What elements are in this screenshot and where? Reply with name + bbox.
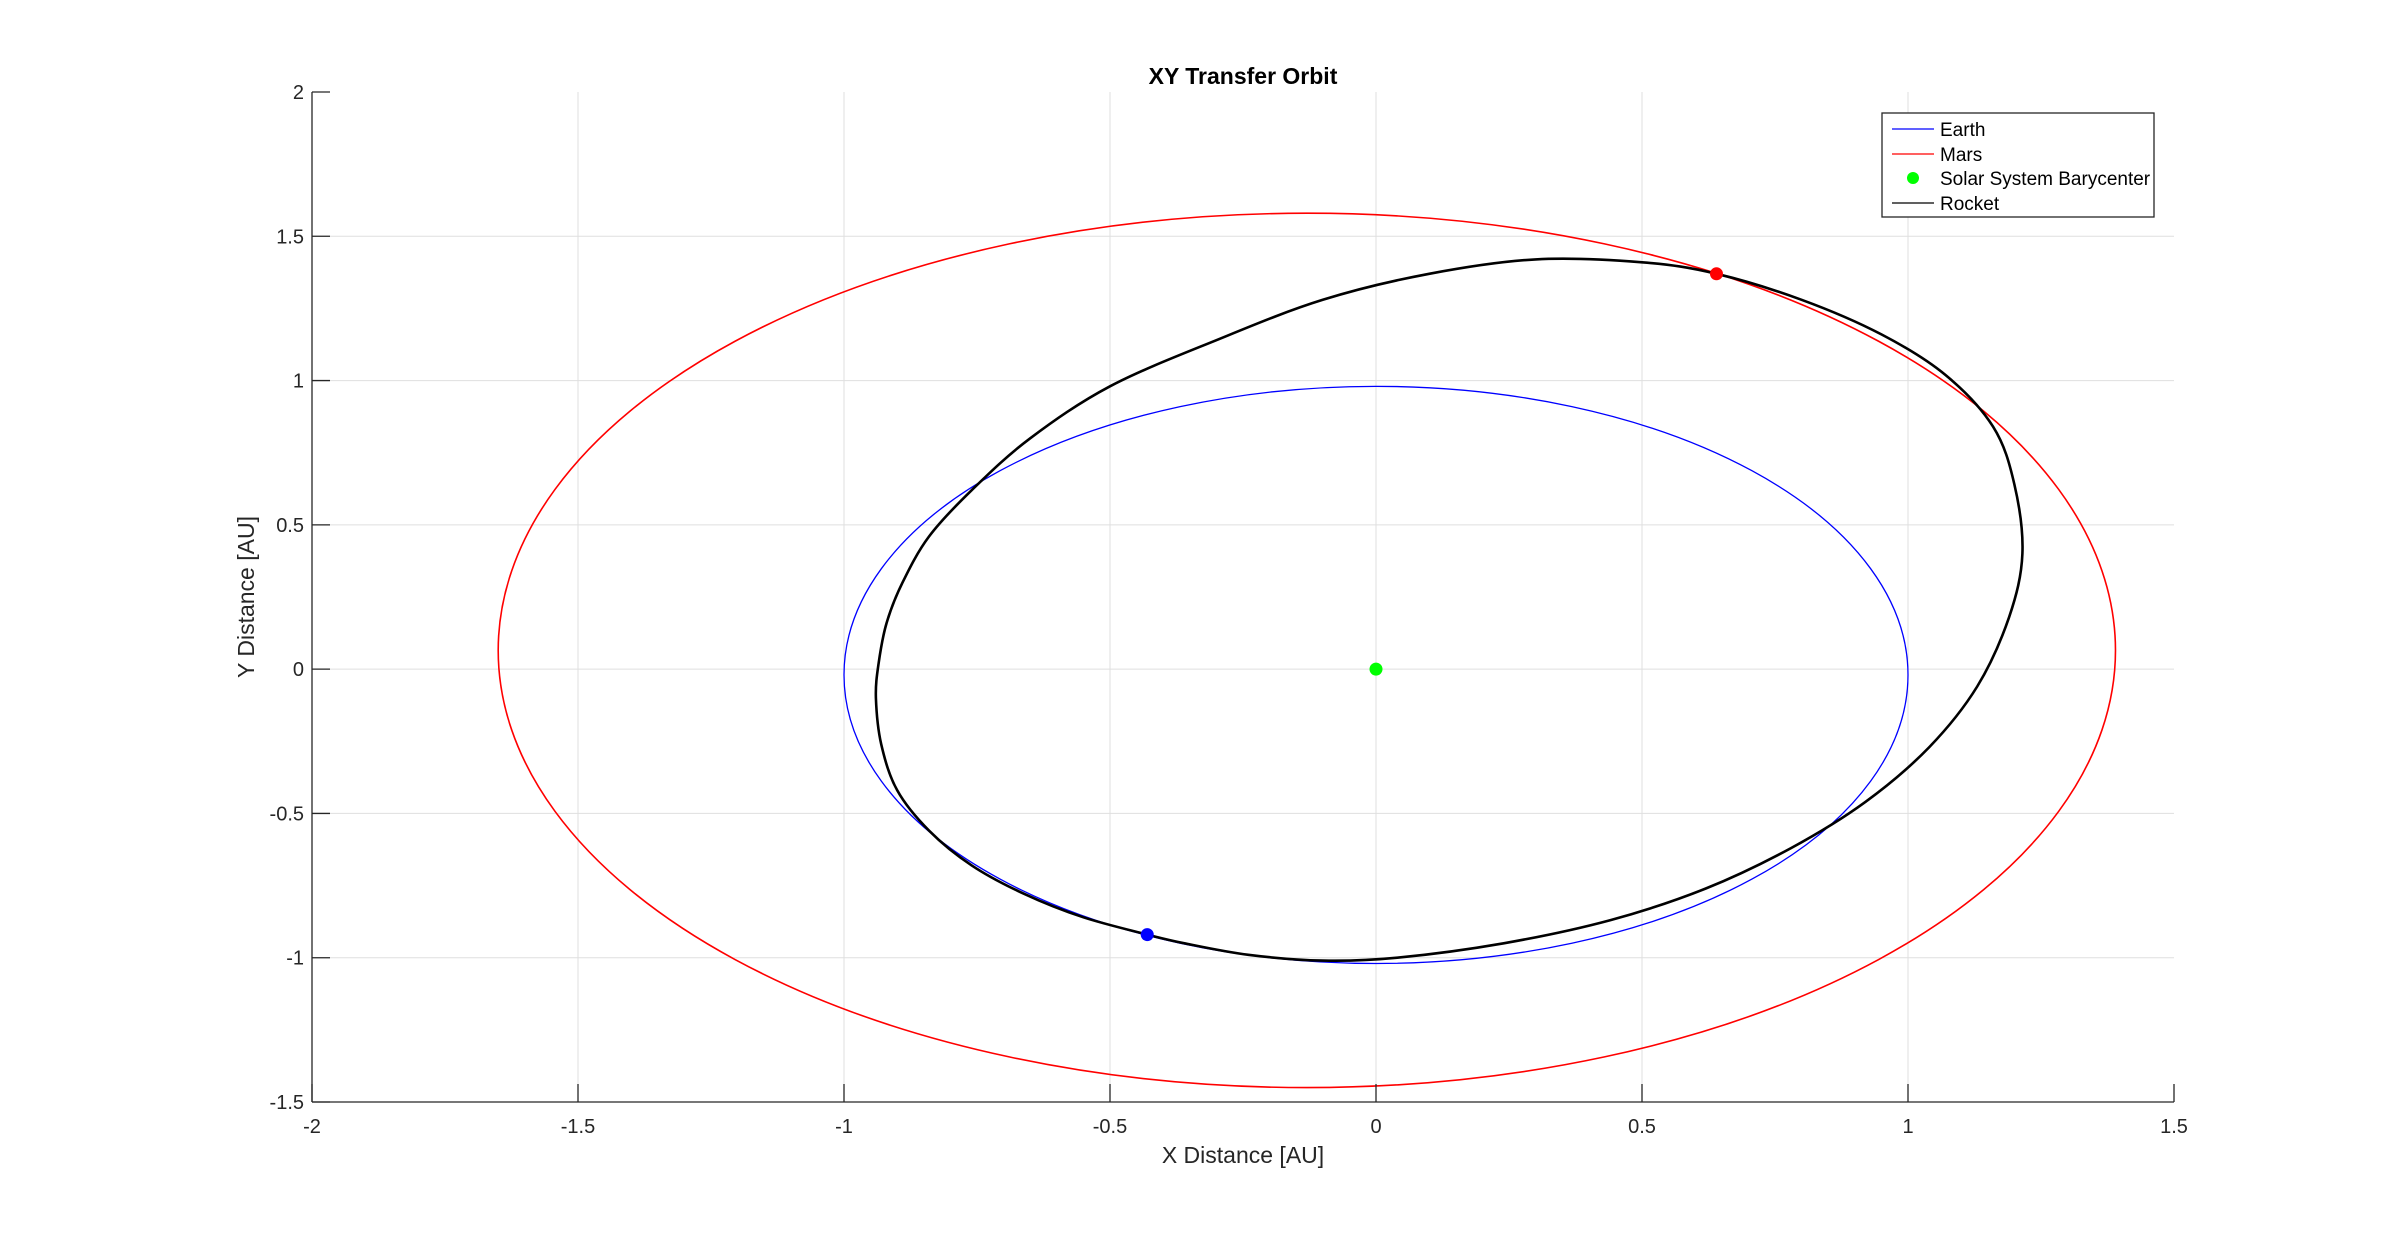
chart-title: XY Transfer Orbit <box>1149 63 1338 89</box>
mars-position-marker <box>1709 267 1723 281</box>
y-tick-label: 2 <box>293 82 304 104</box>
legend-rocket-label: Rocket <box>1940 194 2000 215</box>
mars-orbit <box>497 212 2117 1089</box>
legend-mars-label: Mars <box>1940 145 1982 166</box>
x-tick-label: 0 <box>1370 1116 1381 1138</box>
x-tick-label: 1 <box>1902 1116 1913 1138</box>
legend-barycenter-label: Solar System Barycenter <box>1940 169 2151 190</box>
x-tick-label: 1.5 <box>2160 1116 2188 1138</box>
x-tick-label: 0.5 <box>1628 1116 1656 1138</box>
series-layer <box>497 212 2117 1089</box>
x-tick-label: -1.5 <box>561 1116 595 1138</box>
plot-area <box>312 92 2174 1102</box>
y-axis-label: Y Distance [AU] <box>233 516 259 678</box>
legend-box <box>1881 112 2155 218</box>
x-tick-label: -1 <box>835 1116 853 1138</box>
legend-earth-label: Earth <box>1940 120 1985 141</box>
axes <box>311 91 2175 1103</box>
x-tick-label: -0.5 <box>1093 1116 1127 1138</box>
y-tick-label: 0 <box>293 659 304 681</box>
grid <box>312 92 2174 1102</box>
y-tick-label: 1.5 <box>276 226 304 248</box>
y-tick-label: -1 <box>286 948 304 970</box>
earth-position-marker <box>1140 928 1154 942</box>
solar-system-barycenter-point <box>1369 662 1383 676</box>
tick-labels: -2 -1.5 -1 -0.5 0 0.5 1 1.5-1.5-1-0.500.511.52 <box>270 82 2188 1138</box>
y-tick-label: -1.5 <box>270 1092 304 1114</box>
y-tick-label: 0.5 <box>276 515 304 537</box>
x-tick-label: -2 <box>303 1116 321 1138</box>
y-tick-label: 1 <box>293 371 304 393</box>
x-axis-label: X Distance [AU] <box>1162 1142 1324 1168</box>
y-tick-label: -0.5 <box>270 803 304 825</box>
legend-barycenter-swatch <box>1907 172 1919 184</box>
legend: Earth Mars Solar System Barycenter Rocke… <box>1881 112 2155 218</box>
earth-orbit <box>843 385 1909 965</box>
